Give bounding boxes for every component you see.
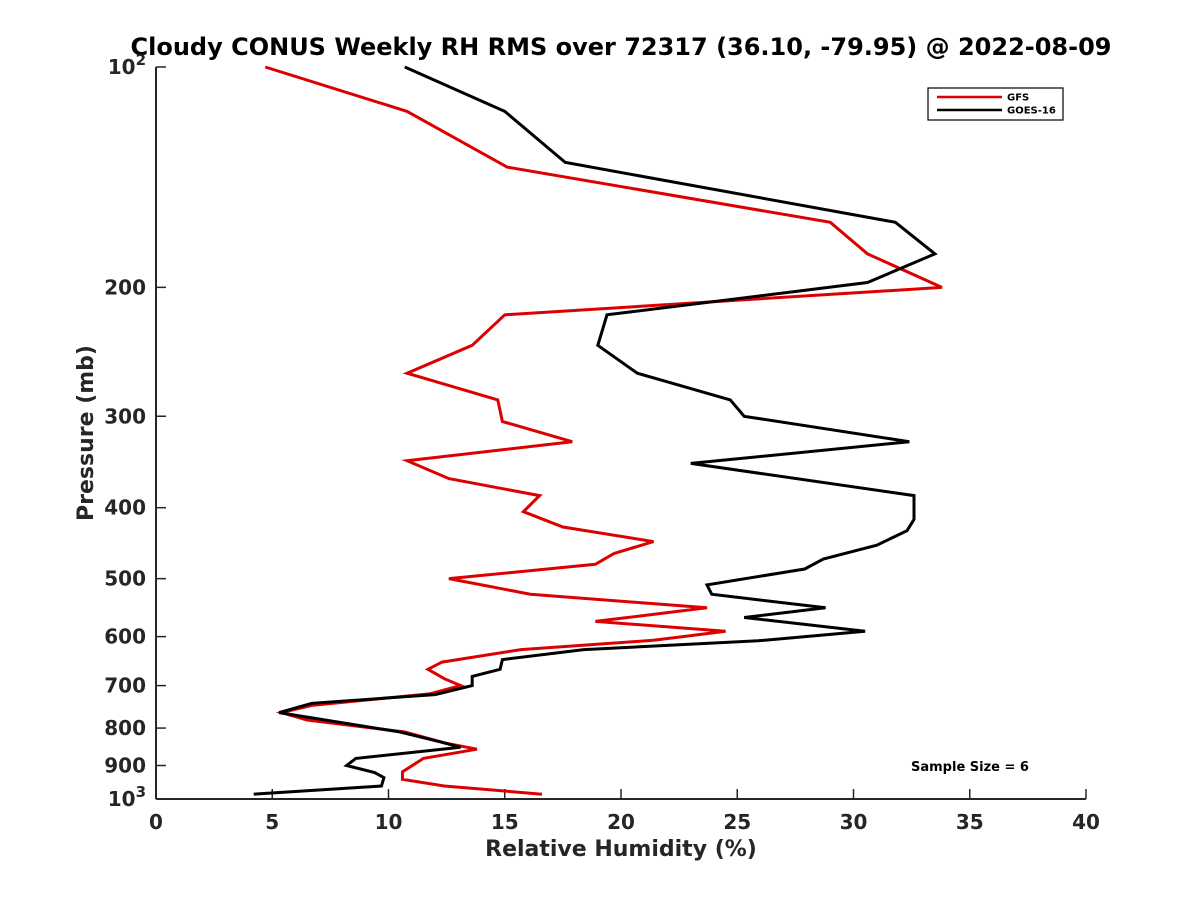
y-tick-label: 500 bbox=[104, 567, 146, 591]
legend: GFS GOES-16 bbox=[927, 87, 1064, 121]
x-axis-label: Relative Humidity (%) bbox=[485, 837, 757, 862]
x-tick-label: 5 bbox=[265, 810, 279, 834]
y-axis-label: Pressure (mb) bbox=[74, 345, 99, 521]
y-tick-label-base: 500 bbox=[104, 567, 146, 591]
y-tick-label: 102 bbox=[108, 51, 146, 79]
y-tick-label-exponent: 3 bbox=[136, 783, 146, 801]
y-tick-label: 900 bbox=[104, 754, 146, 778]
legend-label-gfs: GFS bbox=[1007, 93, 1029, 104]
y-tick-label-base: 10 bbox=[108, 55, 136, 79]
y-tick-label: 800 bbox=[104, 716, 146, 740]
sample-size-annotation: Sample Size = 6 bbox=[911, 760, 1029, 775]
y-tick-label-exponent: 2 bbox=[136, 51, 146, 69]
chart-title: Cloudy CONUS Weekly RH RMS over 72317 (3… bbox=[131, 33, 1112, 61]
y-tick-label-base: 800 bbox=[104, 716, 146, 740]
x-tick-label: 35 bbox=[956, 810, 984, 834]
y-tick-label: 700 bbox=[104, 674, 146, 698]
y-tick-label-base: 10 bbox=[108, 787, 136, 811]
y-tick-label: 300 bbox=[104, 404, 146, 428]
y-tick-label-base: 300 bbox=[104, 404, 146, 428]
y-tick-label: 103 bbox=[108, 783, 146, 811]
x-tick-group: 0 5 10 15 20 25 30 35 40 bbox=[149, 789, 1100, 834]
legend-label-goes16: GOES-16 bbox=[1007, 106, 1056, 117]
x-tick-label: 30 bbox=[840, 810, 868, 834]
y-tick-label-base: 400 bbox=[104, 496, 146, 520]
y-tick-label-base: 600 bbox=[104, 625, 146, 649]
x-tick-label: 20 bbox=[607, 810, 635, 834]
x-tick-label: 0 bbox=[149, 810, 163, 834]
x-tick-label: 40 bbox=[1072, 810, 1100, 834]
legend-box bbox=[927, 87, 1064, 121]
series-line-goes16 bbox=[253, 65, 938, 796]
series-layer bbox=[253, 65, 943, 796]
y-tick-label-base: 900 bbox=[104, 754, 146, 778]
y-tick-label: 200 bbox=[104, 275, 146, 299]
x-tick-label: 15 bbox=[491, 810, 519, 834]
y-tick-label: 600 bbox=[104, 625, 146, 649]
x-tick-label: 25 bbox=[723, 810, 751, 834]
y-tick-label: 400 bbox=[104, 496, 146, 520]
y-tick-label-base: 700 bbox=[104, 674, 146, 698]
x-tick-label: 10 bbox=[375, 810, 403, 834]
y-tick-label-base: 200 bbox=[104, 275, 146, 299]
